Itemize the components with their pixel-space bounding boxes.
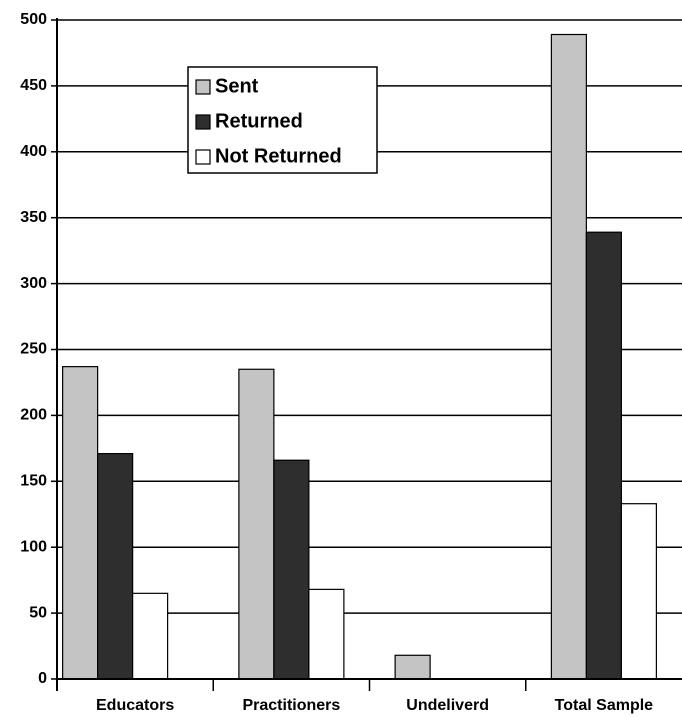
y-tick-label: 0 [38, 670, 47, 687]
legend-label: Returned [215, 110, 303, 132]
y-tick-label: 150 [20, 473, 47, 490]
y-tick-label: 400 [20, 143, 47, 160]
bar [308, 588, 345, 680]
bar [550, 33, 587, 680]
bar [132, 592, 169, 680]
x-tick-label: Undeliverd [406, 697, 489, 714]
legend-label: Sent [215, 75, 259, 97]
bar [620, 503, 657, 680]
y-tick-label: 250 [20, 341, 47, 358]
y-tick-label: 500 [20, 11, 47, 28]
y-tick-label: 200 [20, 407, 47, 424]
bar [238, 368, 275, 680]
y-tick-label: 450 [20, 77, 47, 94]
x-tick-label: Practitioners [242, 697, 340, 714]
bar [97, 453, 134, 680]
y-tick-label: 300 [20, 275, 47, 292]
legend-swatch [195, 149, 211, 165]
legend-swatch [195, 79, 211, 95]
y-tick-label: 350 [20, 209, 47, 226]
x-tick-label: Educators [96, 697, 174, 714]
bar [62, 366, 99, 680]
bar [394, 654, 431, 680]
legend-box [187, 66, 378, 174]
legend-label: Not Returned [215, 145, 342, 167]
x-tick-label: Total Sample [555, 697, 653, 714]
y-tick-label: 50 [29, 604, 47, 621]
bar [273, 459, 310, 680]
bar [585, 231, 622, 680]
legend-swatch [195, 114, 211, 130]
y-tick-label: 100 [20, 538, 47, 555]
